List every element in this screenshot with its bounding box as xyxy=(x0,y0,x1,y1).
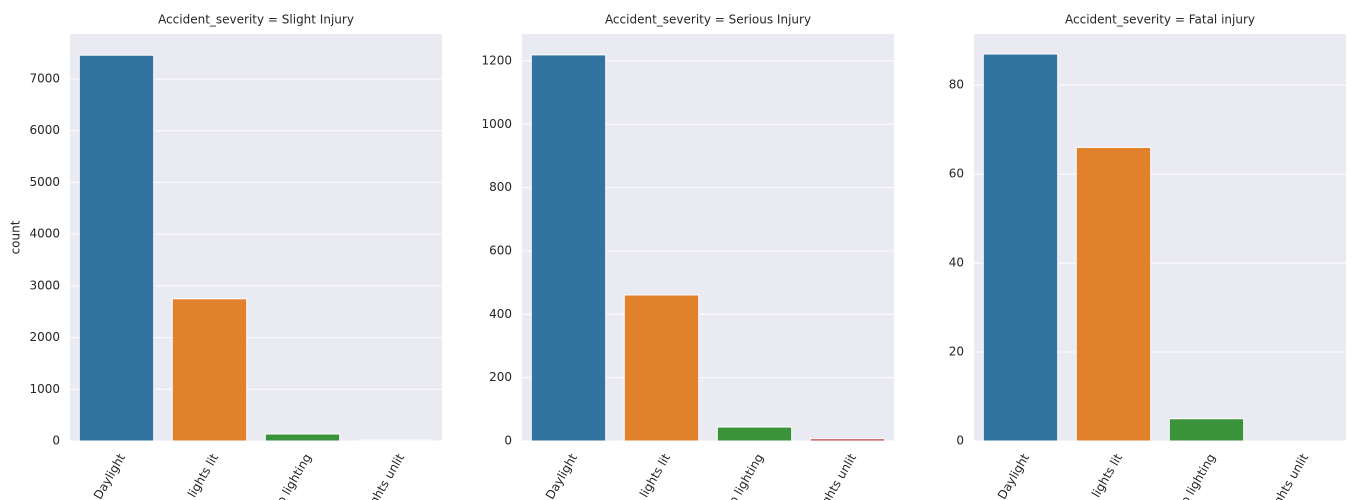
y-tick-label: 2000 xyxy=(29,330,60,344)
y-tick-label: 0 xyxy=(504,434,512,448)
bar xyxy=(809,438,886,442)
y-tick-label: 4000 xyxy=(29,227,60,241)
x-tick-label: ghts unlit xyxy=(1271,451,1312,500)
y-tick-label: 1000 xyxy=(481,117,512,131)
y-tick-label: 0 xyxy=(52,434,60,448)
x-tick-label: o lighting xyxy=(274,451,314,500)
panel-title: Accident_severity = Serious Injury xyxy=(605,13,811,27)
bar xyxy=(1075,146,1152,442)
bar xyxy=(78,54,155,442)
bar xyxy=(716,426,793,442)
x-tick-label: Daylight xyxy=(995,451,1032,500)
x-tick-label: o lighting xyxy=(1178,451,1218,500)
bar xyxy=(264,433,341,442)
x-tick-label: ghts unlit xyxy=(819,451,860,500)
x-tick-label: lights lit xyxy=(185,451,221,500)
x-tick-label: Daylight xyxy=(543,451,580,500)
bar xyxy=(171,298,248,442)
bar xyxy=(357,439,434,442)
x-tick-label: lights lit xyxy=(1089,451,1125,500)
y-tick-label: 400 xyxy=(489,307,512,321)
y-tick-label: 80 xyxy=(949,78,964,92)
y-tick-label: 200 xyxy=(489,370,512,384)
bar xyxy=(982,53,1059,442)
y-tick-label: 600 xyxy=(489,243,512,257)
x-tick-label: Daylight xyxy=(91,451,128,500)
panel-title: Accident_severity = Fatal injury xyxy=(1065,13,1255,27)
y-axis-label: count xyxy=(9,220,23,254)
y-tick-label: 5000 xyxy=(29,175,60,189)
x-tick-label: ghts unlit xyxy=(367,451,408,500)
y-tick-label: 3000 xyxy=(29,278,60,292)
y-tick-label: 1000 xyxy=(29,382,60,396)
y-tick-label: 7000 xyxy=(29,71,60,85)
bar xyxy=(530,54,607,442)
y-tick-label: 800 xyxy=(489,180,512,194)
y-tick-label: 60 xyxy=(949,167,964,181)
x-tick-label: lights lit xyxy=(637,451,673,500)
y-tick-label: 40 xyxy=(949,256,964,270)
y-tick-label: 6000 xyxy=(29,123,60,137)
panel-title: Accident_severity = Slight Injury xyxy=(158,13,354,27)
y-tick-label: 0 xyxy=(956,434,964,448)
y-tick-label: 20 xyxy=(949,345,964,359)
bar xyxy=(623,294,700,442)
x-tick-label: o lighting xyxy=(726,451,766,500)
bar xyxy=(1168,418,1245,442)
y-tick-label: 1200 xyxy=(481,53,512,67)
